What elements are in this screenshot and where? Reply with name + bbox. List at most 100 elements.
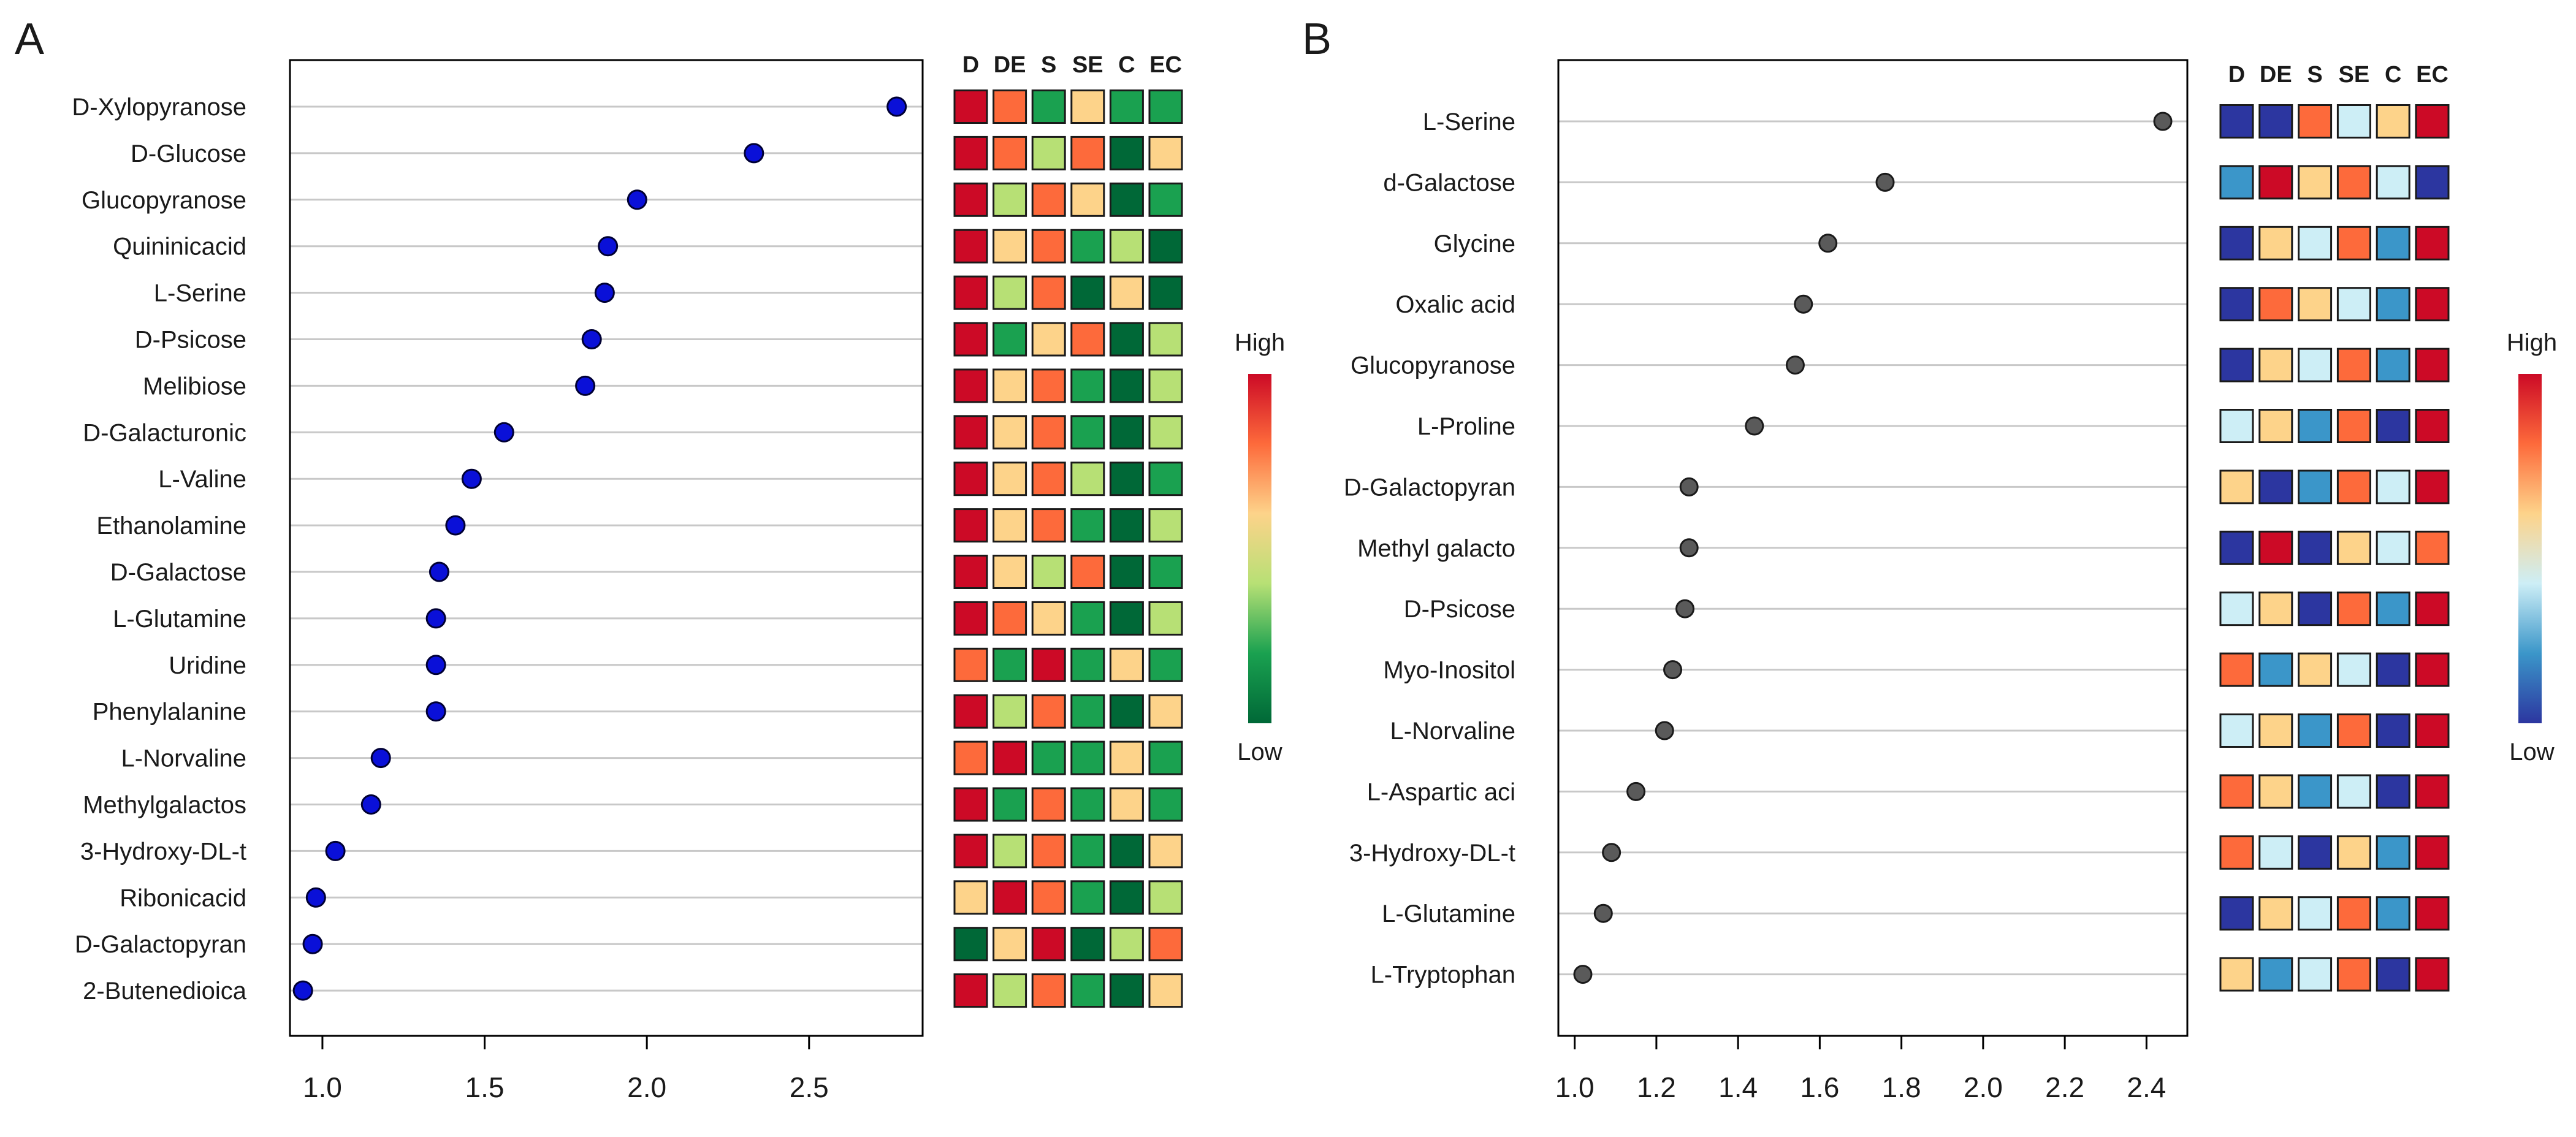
panel-a-heatmap-cell [993, 368, 1027, 403]
panel-a-heatmap-cell [1109, 834, 1144, 869]
panel-a-row-label: Glucopyranose [82, 187, 246, 214]
panel-b-heatmap-cell [2298, 165, 2333, 200]
panel-b-heatmap-cell [2415, 470, 2450, 504]
panel-a-x-axis: 1.0 1.5 2.0 2.5 [303, 1035, 829, 1103]
panel-b-heatmap-cell [2298, 226, 2333, 260]
panel-a-heatmap-cell [1070, 508, 1105, 543]
panel-a-row-label: Phenylalanine [93, 699, 246, 726]
panel-a-heatmap-cell [1148, 275, 1183, 310]
panel-b-dot [1573, 965, 1593, 984]
panel-b-row-label: L-Glutamine [1382, 900, 1515, 927]
panel-b-heatmap-cell [2298, 409, 2333, 443]
panel-b-heatmap-column-header: SE [2339, 62, 2370, 88]
panel-b-heatmap-cell [2258, 348, 2293, 382]
panel-a-heatmap-cell [1148, 135, 1183, 170]
panel-a-heatmap-cell [1148, 694, 1183, 729]
panel-a-heatmap-cell [1109, 415, 1144, 450]
panel-a-heatmap-cell [1070, 880, 1105, 915]
panel-b-heatmap-cell [2415, 652, 2450, 687]
panel-a-heatmap-cell [1109, 740, 1144, 775]
panel-b-dot [1626, 781, 1646, 801]
panel-b-heatmap-cell [2258, 652, 2293, 687]
panel-a-heatmap-cell [1031, 555, 1066, 589]
panel-a-dot [598, 236, 619, 257]
panel-a-heatmap-cell [953, 182, 988, 217]
panel-b-heatmap-cell [2376, 530, 2410, 565]
panel-b-heatmap-cell [2415, 348, 2450, 382]
legend-b-high-label: High [2507, 329, 2557, 356]
panel-b-dot [1675, 599, 1695, 618]
panel-b-heatmap-cell [2219, 409, 2254, 443]
panel-a-heatmap-cell [993, 927, 1027, 962]
panel-a-dot [493, 422, 514, 443]
panel-b-heatmap-cell [2219, 896, 2254, 931]
panel-a-row-label: Uridine [169, 652, 246, 679]
panel-a-heatmap-cell [1109, 787, 1144, 822]
panel-b-heatmap-cell [2258, 287, 2293, 322]
panel-b-x-tick-label: 1.2 [1637, 1071, 1676, 1103]
panel-b-heatmap-cell [2415, 530, 2450, 565]
panel-a-dot [744, 143, 764, 164]
panel-b-heatmap-cell [2336, 591, 2371, 626]
panel-a-heatmap-cell [1070, 229, 1105, 264]
panel-a-heatmap-cell [1109, 182, 1144, 217]
panel-a-heatmap-cell [1109, 555, 1144, 589]
panel-a-heatmap-cell [1031, 415, 1066, 450]
panel-a-heatmap-cell [1070, 555, 1105, 589]
panel-a-heatmap-cell [953, 229, 988, 264]
panel-b-row-label: d-Galactose [1383, 169, 1515, 196]
panel-a-dot [360, 794, 381, 815]
panel-b-heatmap-cell [2298, 713, 2333, 748]
panel-a-heatmap-cell [1148, 415, 1183, 450]
panel-a-heatmap-cell [1109, 275, 1144, 310]
panel-b-heatmap-column-header: C [2385, 62, 2401, 88]
panel-b-row-label: Glucopyranose [1351, 352, 1515, 379]
panel-b-letter: B [1302, 15, 1332, 64]
panel-b-heatmap-cell [2298, 774, 2333, 809]
panel-b-heatmap-cell [2258, 713, 2293, 748]
panel-a-row-label: D-Glucose [131, 140, 246, 167]
panel-b-heatmap-cell [2219, 591, 2254, 626]
panel-a-plot-frame [289, 59, 924, 1037]
panel-a-gridlines [290, 105, 923, 992]
panel-a-row-label: D-Psicose [135, 327, 246, 354]
panel-a-heatmap-cell [953, 601, 988, 636]
panel-a-dot [445, 515, 466, 536]
panel-a-heatmap-cell [1109, 89, 1144, 124]
panel-a-heatmap-cell [1148, 182, 1183, 217]
panel-b-heatmap-cell [2336, 287, 2371, 322]
panel-b-heatmap-cell [2376, 652, 2410, 687]
panel-b-heatmap-cell [2298, 104, 2333, 139]
panel-a-heatmap-cell [1109, 927, 1144, 962]
panel-b-x-tick-label: 1.0 [1555, 1071, 1595, 1103]
panel-a-heatmap-cell [1148, 601, 1183, 636]
panel-a-dot [305, 887, 326, 908]
panel-b-heatmap-cell [2336, 165, 2371, 200]
panel-a-row-label: Melibiose [143, 373, 246, 400]
panel-a-heatmap-column-header: EC [1149, 52, 1182, 78]
panel-a-heatmap-header: D DE S SE C EC [962, 52, 1182, 78]
panel-b-dot [1875, 172, 1895, 192]
panel-a-dot [425, 608, 446, 629]
panel-a-heatmap-cell [1070, 787, 1105, 822]
panel-b-heatmap-cell [2415, 226, 2450, 260]
panel-a-heatmap-cell [1070, 834, 1105, 869]
panel-b-heatmap-cell [2376, 896, 2410, 931]
panel-a-heatmap-cell [993, 740, 1027, 775]
panel-b-heatmap-cell [2298, 591, 2333, 626]
panel-a-heatmap-cell [953, 880, 988, 915]
panel-b-heatmap-cell [2219, 470, 2254, 504]
panel-b-heatmap-header: D DE S SE C EC [2228, 62, 2448, 88]
panel-b-x-tick-label: 2.4 [2127, 1071, 2166, 1103]
panel-a-heatmap-column-header: S [1041, 52, 1056, 78]
panel-b-heatmap-cell [2336, 530, 2371, 565]
panel-b-row-label: Methyl galacto [1357, 535, 1515, 562]
panel-a-heatmap-cell [993, 462, 1027, 496]
panel-a-heatmap-cell [1070, 415, 1105, 450]
panel-b-heatmap-cell [2219, 774, 2254, 809]
panel-a-heatmap-column-header: D [962, 52, 979, 78]
panel-b-heatmap-cell [2258, 104, 2293, 139]
panel-a-heatmap-cell [1109, 229, 1144, 264]
panel-b-dot [1602, 843, 1621, 862]
panel-a-dot [325, 840, 346, 861]
